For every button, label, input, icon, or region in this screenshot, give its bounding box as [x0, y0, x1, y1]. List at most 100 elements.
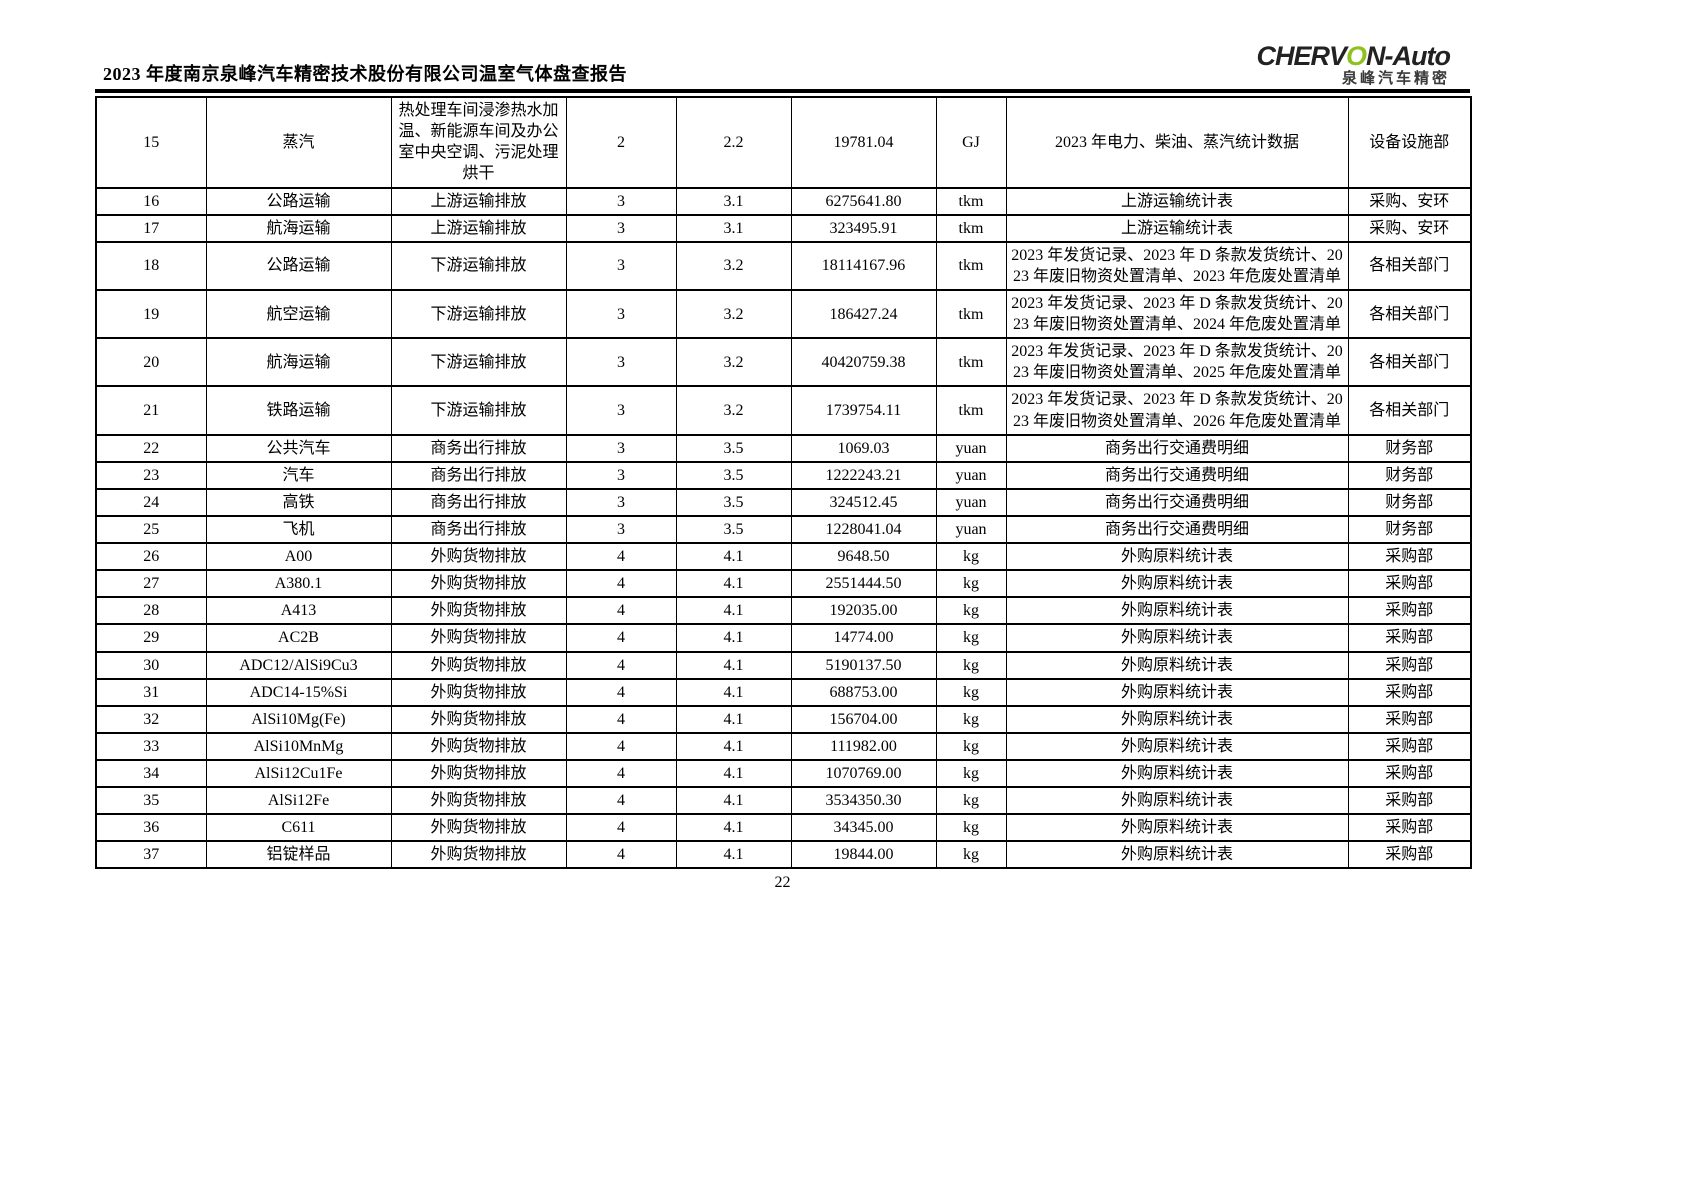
cell-unit: kg [935, 650, 1007, 680]
cell-source: 外购原料统计表 [1005, 731, 1349, 761]
table-row: 24 高铁 商务出行排放 3 3.5 324512.45 yuan 商务出行交通费明细 财务部 [95, 487, 1472, 517]
cell-name: AC2B [205, 623, 392, 653]
table-row: 28 A413 外购货物排放 4 4.1 192035.00 kg 外购原料统计表 采购部 [95, 596, 1472, 626]
cell-name: A00 [205, 542, 392, 572]
cell-dept: 各相关部门 [1347, 240, 1472, 291]
table-row: 34 AlSi12Cu1Fe 外购货物排放 4 4.1 1070769.00 kg 外购原料统… [95, 758, 1472, 789]
cell-sub: 4.1 [675, 650, 792, 680]
cell-no: 37 [95, 840, 207, 870]
cell-dept: 各相关部门 [1347, 288, 1472, 340]
cell-value: 2551444.50 [790, 569, 937, 599]
cell-name: C611 [205, 813, 392, 843]
cell-desc: 外购货物排放 [390, 569, 567, 599]
cell-unit: kg [935, 731, 1007, 761]
cell-value: 6275641.80 [790, 186, 937, 216]
logo-brand-pre: CHERV [1256, 41, 1348, 71]
cell-dept: 采购部 [1347, 786, 1472, 816]
cell-source: 外购原料统计表 [1005, 596, 1349, 626]
cell-source: 外购原料统计表 [1005, 542, 1349, 572]
cell-dept: 设备设施部 [1347, 96, 1472, 189]
cell-source: 商务出行交通费明细 [1005, 460, 1349, 490]
cell-sub: 3.5 [675, 433, 792, 463]
cell-name: 公共汽车 [205, 433, 392, 463]
cell-unit: GJ [935, 96, 1007, 189]
cell-no: 31 [95, 677, 207, 707]
cell-unit: kg [935, 596, 1007, 626]
cell-name: AlSi12Cu1Fe [205, 758, 392, 789]
header-rule [95, 89, 1470, 94]
cell-source: 商务出行交通费明细 [1005, 433, 1349, 463]
cell-source: 2023 年电力、柴油、蒸汽统计数据 [1005, 96, 1349, 189]
cell-scope: 3 [565, 337, 677, 388]
cell-sub: 4.1 [675, 542, 792, 572]
cell-desc: 外购货物排放 [390, 596, 567, 626]
table-row: 30 ADC12/AlSi9Cu3 外购货物排放 4 4.1 5190137.50 kg 外购… [95, 650, 1472, 680]
cell-value: 323495.91 [790, 213, 937, 243]
table-row: 20 航海运输 下游运输排放 3 3.2 40420759.38 tkm 2023 年发货记录… [95, 337, 1472, 388]
table-row: 27 A380.1 外购货物排放 4 4.1 2551444.50 kg 外购原料统计表 采购部 [95, 569, 1472, 599]
cell-value: 688753.00 [790, 677, 937, 707]
cell-sub: 4.1 [675, 677, 792, 707]
cell-name: ADC12/AlSi9Cu3 [205, 650, 392, 680]
cell-name: 高铁 [205, 487, 392, 517]
cell-unit: tkm [935, 288, 1007, 340]
cell-dept: 财务部 [1347, 460, 1472, 490]
cell-dept: 采购部 [1347, 650, 1472, 680]
cell-value: 111982.00 [790, 731, 937, 761]
table-row: 31 ADC14-15%Si 外购货物排放 4 4.1 688753.00 kg 外购原料统计… [95, 677, 1472, 707]
cell-dept: 采购、安环 [1347, 186, 1472, 216]
cell-unit: yuan [935, 433, 1007, 463]
cell-source: 外购原料统计表 [1005, 813, 1349, 843]
cell-dept: 各相关部门 [1347, 385, 1472, 436]
cell-desc: 外购货物排放 [390, 786, 567, 816]
cell-unit: kg [935, 786, 1007, 816]
cell-sub: 3.2 [675, 385, 792, 436]
cell-value: 19844.00 [790, 840, 937, 870]
cell-name: 航海运输 [205, 213, 392, 243]
cell-unit: tkm [935, 213, 1007, 243]
cell-name: 公路运输 [205, 186, 392, 216]
cell-sub: 3.1 [675, 213, 792, 243]
cell-desc: 下游运输排放 [390, 385, 567, 436]
cell-dept: 采购部 [1347, 813, 1472, 843]
cell-dept: 采购部 [1347, 569, 1472, 599]
cell-value: 192035.00 [790, 596, 937, 626]
cell-sub: 3.2 [675, 337, 792, 388]
cell-no: 35 [95, 786, 207, 816]
cell-unit: tkm [935, 240, 1007, 291]
cell-value: 19781.04 [790, 96, 937, 189]
table-row: 37 铝锭样品 外购货物排放 4 4.1 19844.00 kg 外购原料统计表 采购部 [95, 840, 1472, 870]
cell-unit: kg [935, 677, 1007, 707]
ghg-inventory-table: 15 蒸汽 热处理车间浸渗热水加温、新能源车间及办公室中央空调、污泥处理烘干 2 2.2… [95, 96, 1472, 870]
cell-no: 34 [95, 758, 207, 789]
table-row: 16 公路运输 上游运输排放 3 3.1 6275641.80 tkm 上游运输统计表 采购、安… [95, 186, 1472, 216]
cell-scope: 2 [565, 96, 677, 189]
cell-name: 汽车 [205, 460, 392, 490]
cell-unit: kg [935, 813, 1007, 843]
cell-value: 1739754.11 [790, 385, 937, 436]
cell-scope: 4 [565, 758, 677, 789]
document-title: 2023 年度南京泉峰汽车精密技术股份有限公司温室气体盘查报告 [103, 64, 627, 85]
cell-source: 2023 年发货记录、2023 年 D 条款发货统计、2023 年废旧物资处置清… [1005, 337, 1349, 388]
table-row: 29 AC2B 外购货物排放 4 4.1 14774.00 kg 外购原料统计表 采购部 [95, 623, 1472, 653]
table-row: 18 公路运输 下游运输排放 3 3.2 18114167.96 tkm 2023 年发货记录… [95, 240, 1472, 291]
cell-desc: 外购货物排放 [390, 677, 567, 707]
cell-name: 公路运输 [205, 240, 392, 291]
cell-no: 23 [95, 460, 207, 490]
cell-name: AlSi10Mg(Fe) [205, 704, 392, 734]
cell-no: 25 [95, 514, 207, 545]
cell-no: 28 [95, 596, 207, 626]
cell-name: ADC14-15%Si [205, 677, 392, 707]
table-row: 23 汽车 商务出行排放 3 3.5 1222243.21 yuan 商务出行交通费明细 财务部 [95, 460, 1472, 490]
cell-sub: 4.1 [675, 704, 792, 734]
cell-desc: 上游运输排放 [390, 186, 567, 216]
cell-name: A413 [205, 596, 392, 626]
cell-desc: 下游运输排放 [390, 240, 567, 291]
cell-scope: 4 [565, 650, 677, 680]
cell-scope: 3 [565, 240, 677, 291]
cell-no: 21 [95, 385, 207, 436]
cell-dept: 采购、安环 [1347, 213, 1472, 243]
cell-sub: 3.5 [675, 487, 792, 517]
cell-scope: 4 [565, 569, 677, 599]
cell-no: 32 [95, 704, 207, 734]
